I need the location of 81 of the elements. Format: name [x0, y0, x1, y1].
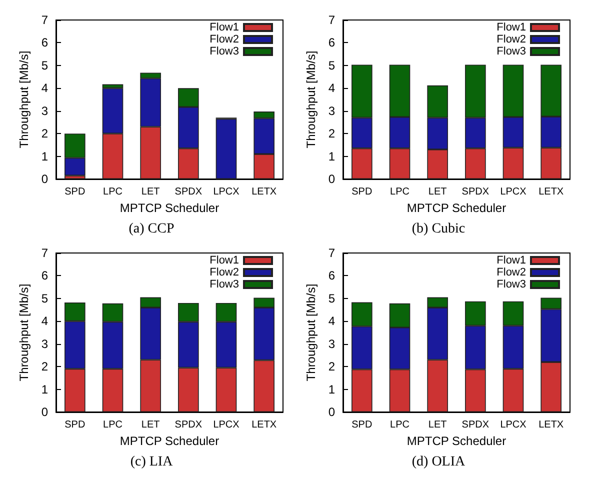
y-tick-label: 4: [328, 81, 336, 96]
legend-label: Flow1: [496, 22, 526, 34]
legend-label: Flow2: [210, 266, 239, 278]
x-tick-label: LPC: [103, 186, 122, 198]
x-axis-title: MPTCP Scheduler: [120, 200, 220, 215]
y-axis-title: Throughput [Mb/s]: [17, 50, 31, 148]
y-axis-title: Throughput [Mb/s]: [17, 284, 31, 382]
x-tick-label: LPCX: [500, 186, 527, 198]
y-tick-label: 5: [41, 58, 48, 72]
y-tick-label: 1: [41, 382, 48, 396]
y-tick-label: 7: [328, 13, 336, 27]
x-tick-label: SPDX: [462, 186, 490, 198]
y-tick-label: 3: [41, 104, 48, 118]
y-tick-label: 7: [41, 246, 48, 260]
x-tick-label: SPD: [352, 420, 372, 430]
y-tick-label: 1: [328, 382, 336, 396]
y-tick-label: 5: [328, 291, 336, 306]
x-tick-label: LPCX: [213, 186, 240, 198]
x-tick-label: SPDX: [174, 420, 202, 430]
y-tick-label: 6: [41, 268, 48, 283]
y-tick-label: 0: [41, 405, 48, 419]
y-tick-label: 3: [328, 104, 336, 118]
legend-label: Flow2: [210, 34, 239, 46]
x-tick-label: LET: [141, 420, 160, 430]
y-tick-label: 1: [328, 149, 336, 164]
x-tick-label: LETX: [538, 186, 564, 198]
x-tick-label: SPD: [64, 186, 86, 198]
y-tick-label: 1: [41, 149, 48, 164]
x-axis-title: MPTCP Scheduler: [406, 434, 506, 448]
y-tick-label: 3: [41, 336, 48, 351]
x-tick-label: LPC: [103, 420, 122, 430]
y-tick-label: 0: [41, 172, 48, 186]
x-tick-label: LPC: [390, 420, 410, 430]
y-tick-label: 5: [328, 58, 336, 72]
legend-label: Flow3: [496, 46, 526, 58]
x-tick-label: LPCX: [213, 420, 240, 430]
text: (c) LIA: [130, 454, 174, 470]
y-tick-label: 6: [41, 36, 48, 50]
y-tick-label: 7: [41, 13, 48, 27]
text: (b) Cubic: [412, 222, 466, 236]
x-tick-label: LPCX: [500, 420, 527, 430]
x-tick-label: SPD: [352, 186, 372, 198]
x-tick-label: SPDX: [462, 420, 490, 430]
y-tick-label: 2: [328, 126, 336, 141]
x-axis-title: MPTCP Scheduler: [120, 434, 220, 448]
legend-label: Flow1: [210, 254, 239, 266]
bar: [216, 118, 237, 179]
y-axis-title: Throughput [Mb/s]: [304, 50, 318, 148]
y-tick-label: 0: [328, 172, 336, 186]
legend-label: Flow3: [210, 278, 239, 290]
y-tick-label: 6: [328, 36, 336, 50]
y-tick-label: 2: [328, 360, 336, 374]
x-tick-label: SPD: [64, 420, 86, 430]
legend-label: Flow1: [210, 22, 239, 34]
x-axis-title: MPTCP Scheduler: [406, 200, 506, 215]
y-tick-label: 2: [41, 126, 48, 141]
x-tick-label: LET: [428, 186, 447, 198]
y-axis-title: Throughput [Mb/s]: [304, 284, 318, 382]
legend-label: Flow2: [496, 266, 526, 278]
x-tick-label: LPC: [390, 186, 410, 198]
legend-label: Flow2: [496, 34, 526, 46]
y-tick-label: 0: [328, 405, 336, 419]
x-tick-label: SPDX: [174, 186, 202, 198]
legend-label: Flow1: [496, 254, 526, 266]
y-tick-label: 4: [41, 314, 48, 328]
legend-label: Flow3: [496, 278, 526, 290]
text: (a) CCP: [128, 222, 174, 236]
x-tick-label: LET: [141, 186, 160, 198]
x-tick-label: LET: [428, 420, 447, 430]
y-tick-label: 7: [328, 246, 336, 260]
y-tick-label: 5: [41, 291, 48, 306]
y-tick-label: 3: [328, 336, 336, 351]
legend-label: Flow3: [210, 46, 239, 58]
text: (d) OLIA: [412, 454, 466, 470]
x-tick-label: LETX: [252, 186, 277, 198]
x-tick-label: LETX: [252, 420, 277, 430]
y-tick-label: 2: [41, 360, 48, 374]
y-tick-label: 4: [41, 81, 48, 96]
x-tick-label: LETX: [538, 420, 564, 430]
y-tick-label: 4: [328, 314, 336, 328]
y-tick-label: 6: [328, 268, 336, 283]
